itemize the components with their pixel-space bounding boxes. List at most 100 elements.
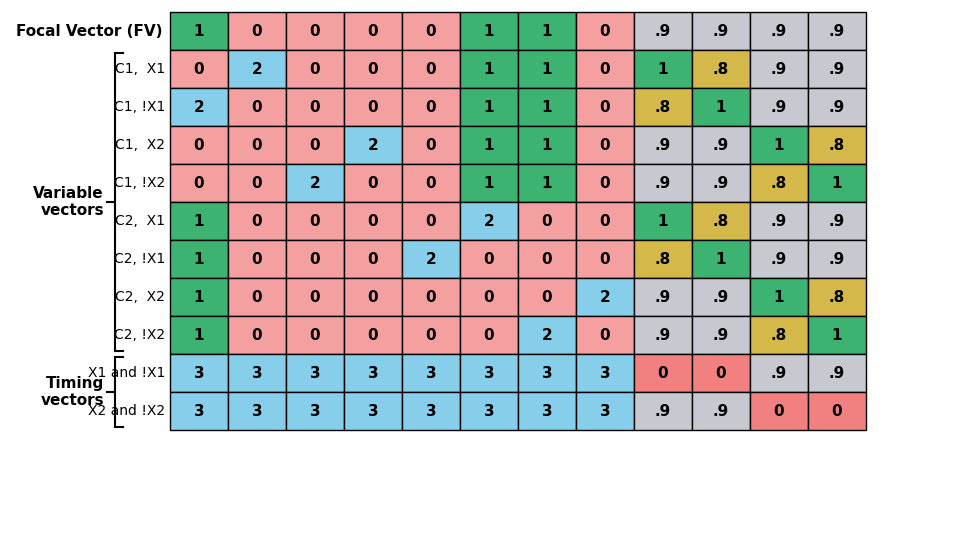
- Bar: [634, 278, 692, 316]
- Text: 0: 0: [310, 138, 321, 152]
- Bar: [750, 164, 808, 202]
- Text: $\mathbf{C_{C2,!X1}}$: $\mathbf{C_{C2,!X1}}$: [465, 0, 514, 2]
- Text: 0: 0: [368, 62, 378, 77]
- Text: C2, !X1: C2, !X1: [113, 252, 165, 266]
- Text: Variable
vectors: Variable vectors: [34, 186, 104, 218]
- Bar: [808, 126, 866, 164]
- Bar: [170, 88, 228, 126]
- Text: 3: 3: [541, 403, 552, 418]
- Bar: [808, 278, 866, 316]
- Bar: [750, 126, 808, 164]
- Text: 0: 0: [541, 252, 552, 267]
- Bar: [692, 12, 750, 50]
- Text: 1: 1: [774, 138, 784, 152]
- Bar: [402, 50, 460, 88]
- Bar: [286, 50, 344, 88]
- Bar: [518, 316, 576, 354]
- Text: 0: 0: [310, 62, 321, 77]
- Bar: [576, 240, 634, 278]
- Text: 0: 0: [831, 403, 842, 418]
- Bar: [344, 126, 402, 164]
- Bar: [460, 50, 518, 88]
- Bar: [286, 202, 344, 240]
- Text: 0: 0: [658, 366, 668, 381]
- Text: $\mathbf{C_{C2,!X2}}$: $\mathbf{C_{C2,!X2}}$: [581, 0, 630, 2]
- Bar: [576, 354, 634, 392]
- Text: 3: 3: [194, 403, 204, 418]
- Text: 2: 2: [484, 213, 494, 228]
- Text: 0: 0: [425, 62, 436, 77]
- Text: .9: .9: [713, 327, 730, 342]
- Bar: [344, 316, 402, 354]
- Text: 0: 0: [310, 327, 321, 342]
- Bar: [170, 392, 228, 430]
- Bar: [170, 164, 228, 202]
- Text: 0: 0: [252, 24, 262, 38]
- Bar: [808, 164, 866, 202]
- Text: 0: 0: [600, 176, 611, 191]
- Text: 3: 3: [194, 366, 204, 381]
- Bar: [170, 354, 228, 392]
- Text: 0: 0: [425, 176, 436, 191]
- Bar: [808, 392, 866, 430]
- Bar: [402, 126, 460, 164]
- Text: 3: 3: [600, 403, 611, 418]
- Text: 3: 3: [541, 366, 552, 381]
- Bar: [576, 126, 634, 164]
- Bar: [402, 164, 460, 202]
- Bar: [518, 392, 576, 430]
- Bar: [576, 392, 634, 430]
- Text: $\mathbf{C_{C1,X2}}$: $\mathbf{C_{C1,X2}}$: [294, 0, 337, 2]
- Text: 0: 0: [368, 289, 378, 305]
- Text: $\mathbf{C_{C1,!X2}}$: $\mathbf{C_{C1,!X2}}$: [348, 0, 397, 2]
- Bar: [750, 240, 808, 278]
- Text: 0: 0: [368, 99, 378, 114]
- Text: 1: 1: [774, 289, 784, 305]
- Text: 2: 2: [310, 176, 321, 191]
- Text: .9: .9: [655, 327, 671, 342]
- Text: 2: 2: [368, 138, 378, 152]
- Bar: [460, 164, 518, 202]
- Text: 1: 1: [716, 99, 727, 114]
- Bar: [286, 88, 344, 126]
- Text: 0: 0: [252, 99, 262, 114]
- Text: .9: .9: [771, 213, 787, 228]
- Bar: [808, 354, 866, 392]
- Bar: [402, 12, 460, 50]
- Bar: [808, 12, 866, 50]
- Bar: [286, 354, 344, 392]
- Bar: [576, 12, 634, 50]
- Bar: [402, 316, 460, 354]
- Bar: [344, 240, 402, 278]
- Text: 2: 2: [425, 252, 437, 267]
- Text: 3: 3: [484, 403, 494, 418]
- Bar: [634, 126, 692, 164]
- Text: 0: 0: [252, 213, 262, 228]
- Text: .9: .9: [713, 289, 730, 305]
- Text: 0: 0: [252, 138, 262, 152]
- Text: 0: 0: [716, 366, 727, 381]
- Text: .9: .9: [828, 366, 845, 381]
- Bar: [170, 316, 228, 354]
- Bar: [750, 202, 808, 240]
- Text: X2 and !X2: X2 and !X2: [88, 404, 165, 418]
- Text: 1: 1: [831, 176, 842, 191]
- Text: .8: .8: [713, 62, 730, 77]
- Bar: [228, 88, 286, 126]
- Bar: [228, 12, 286, 50]
- Text: $\mathbf{D_{!X2}}$: $\mathbf{D_{!X2}}$: [821, 0, 853, 2]
- Bar: [634, 240, 692, 278]
- Text: X1 and !X1: X1 and !X1: [87, 366, 165, 380]
- Text: 0: 0: [368, 252, 378, 267]
- Text: 0: 0: [194, 138, 204, 152]
- Text: 1: 1: [194, 252, 204, 267]
- Bar: [750, 50, 808, 88]
- Bar: [634, 354, 692, 392]
- Bar: [170, 12, 228, 50]
- Bar: [808, 240, 866, 278]
- Text: 3: 3: [252, 366, 262, 381]
- Bar: [518, 164, 576, 202]
- Text: 3: 3: [368, 366, 378, 381]
- Text: $\mathbf{C_{C1,!X1}}$: $\mathbf{C_{C1,!X1}}$: [232, 0, 281, 2]
- Text: 1: 1: [541, 24, 552, 38]
